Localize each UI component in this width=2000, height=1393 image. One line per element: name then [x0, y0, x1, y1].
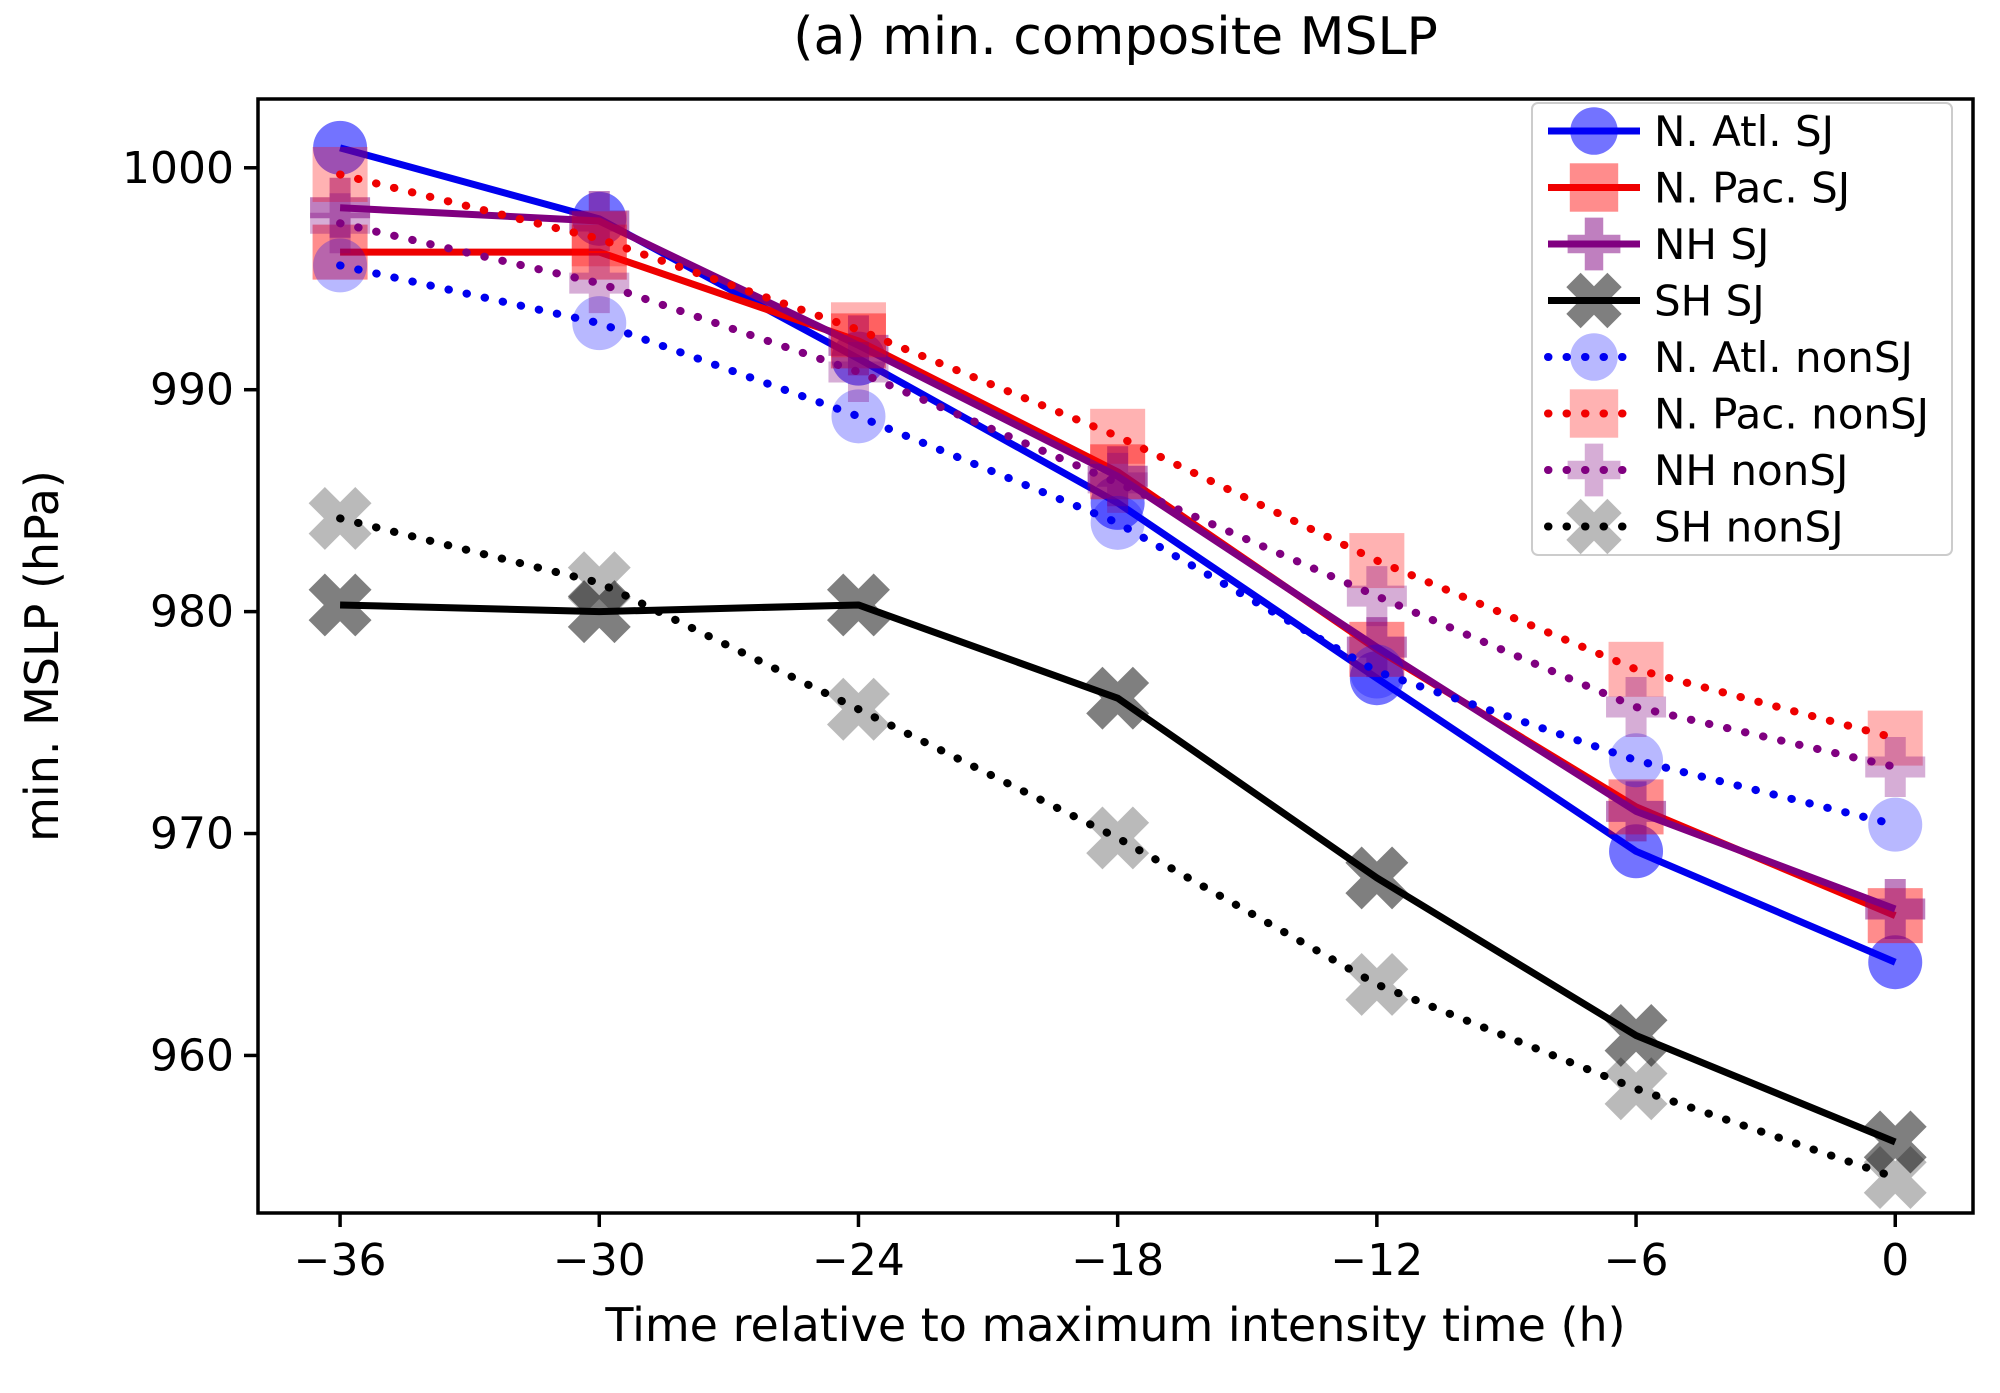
- plus-marker: [310, 193, 371, 254]
- legend-entry-sh-sj: SH SJ: [1548, 272, 1765, 329]
- plus-marker: [1606, 781, 1667, 842]
- y-tick-label: 970: [150, 809, 234, 860]
- circle-marker: [1090, 495, 1145, 550]
- series-line: [336, 514, 1900, 1182]
- series-n-pac-nonsj: [312, 146, 1923, 766]
- circle-marker: [572, 296, 627, 351]
- legend-label: N. Atl. SJ: [1654, 107, 1834, 156]
- chart-title: (a) min. composite MSLP: [793, 7, 1438, 67]
- x-marker: [1345, 952, 1409, 1016]
- plus-marker: [828, 341, 889, 402]
- plus-marker: [1865, 736, 1926, 797]
- y-tick-label: 1000: [122, 143, 234, 194]
- series-n-atl-nonsj: [313, 238, 1923, 852]
- legend-label: NH nonSJ: [1654, 446, 1848, 495]
- legend: N. Atl. SJ N. Pac. SJ NH SJ SH SJ N. Atl. no…: [1531, 102, 1953, 556]
- legend-entry-nh-sj: NH SJ: [1548, 217, 1769, 271]
- circle-marker: [1868, 935, 1923, 990]
- x-marker: [567, 580, 631, 644]
- x-marker: [308, 486, 372, 550]
- plus-marker: [1567, 443, 1621, 497]
- x-marker: [1566, 498, 1622, 555]
- x-axis-label: Time relative to maximum intensity time …: [605, 1298, 1626, 1352]
- plus-marker: [1346, 566, 1407, 627]
- legend-entry-n-atl-nonsj: N. Atl. nonSJ: [1544, 333, 1913, 382]
- square-marker: [830, 302, 886, 358]
- x-marker: [826, 573, 890, 637]
- x-marker: [1566, 272, 1622, 329]
- square-marker: [1349, 533, 1405, 589]
- legend-label: SH SJ: [1654, 277, 1765, 326]
- x-tick-label: −30: [553, 1235, 646, 1286]
- square-marker: [1867, 710, 1923, 766]
- x-marker: [1086, 806, 1150, 870]
- legend-entry-n-atl-sj: N. Atl. SJ: [1548, 107, 1834, 156]
- plot-border: [256, 97, 1975, 1215]
- series-sh-nonsj: [308, 486, 1927, 1209]
- plus-marker: [1606, 677, 1667, 738]
- square-marker: [1569, 163, 1619, 212]
- legend-entry-n-pac-sj: N. Pac. SJ: [1548, 163, 1850, 213]
- x-tick-label: −12: [1330, 1235, 1423, 1286]
- legend-entry-n-pac-nonsj: N. Pac. nonSJ: [1544, 389, 1929, 439]
- square-marker: [571, 211, 627, 267]
- x-tick-label: −24: [812, 1235, 905, 1286]
- x-tick-label: −6: [1604, 1235, 1669, 1286]
- legend-label: N. Atl. nonSJ: [1654, 333, 1913, 382]
- x-marker: [1604, 1004, 1668, 1067]
- x-marker: [1863, 1110, 1927, 1174]
- plus-marker: [569, 191, 630, 252]
- legend-entry-nh-nonsj: NH nonSJ: [1544, 443, 1848, 497]
- plus-marker: [1087, 452, 1148, 513]
- series-nh-nonsj: [310, 193, 1926, 797]
- circle-marker: [1570, 107, 1618, 155]
- y-tick-label: 980: [150, 587, 234, 638]
- legend-label: SH nonSJ: [1654, 503, 1844, 552]
- series-sh-sj: [308, 573, 1927, 1174]
- x-tick-label: 0: [1881, 1235, 1909, 1286]
- circle-marker: [313, 238, 368, 293]
- plus-marker: [569, 253, 630, 314]
- plus-marker: [1567, 217, 1621, 271]
- circle-marker: [1349, 651, 1404, 706]
- legend-label: N. Pac. SJ: [1654, 164, 1850, 213]
- legend-label: N. Pac. nonSJ: [1654, 390, 1929, 439]
- plus-marker: [310, 177, 371, 238]
- y-tick-label: 960: [150, 1030, 234, 1081]
- x-marker: [1863, 1146, 1927, 1209]
- y-tick-label: 990: [150, 365, 234, 416]
- series-line: [336, 219, 1900, 771]
- square-marker: [1090, 408, 1146, 464]
- x-marker: [826, 677, 890, 741]
- x-marker: [567, 551, 631, 615]
- series-nh-sj: [310, 177, 1926, 939]
- legend-entry-sh-nonsj: SH nonSJ: [1544, 498, 1844, 555]
- plus-marker: [1346, 617, 1407, 678]
- x-tick-label: −18: [1071, 1235, 1164, 1286]
- circle-marker: [1609, 733, 1664, 788]
- x-tick-label: −36: [294, 1235, 387, 1286]
- square-marker: [1608, 641, 1664, 697]
- plus-marker: [828, 315, 889, 376]
- circle-marker: [1609, 824, 1664, 879]
- circle-marker: [1570, 333, 1618, 381]
- circle-marker: [831, 389, 886, 444]
- legend-box: [1531, 102, 1953, 556]
- square-marker: [1569, 389, 1619, 438]
- square-marker: [312, 146, 368, 202]
- circle-marker: [313, 120, 368, 175]
- plus-marker: [1087, 446, 1148, 507]
- legend-label: NH SJ: [1654, 220, 1769, 269]
- x-marker: [1086, 666, 1150, 730]
- circle-marker: [1349, 644, 1404, 699]
- circle-marker: [1868, 797, 1923, 852]
- plus-marker: [1865, 878, 1926, 939]
- x-marker: [1345, 846, 1409, 910]
- x-marker: [1604, 1057, 1668, 1121]
- series-line: [336, 170, 1900, 743]
- x-marker: [308, 573, 372, 637]
